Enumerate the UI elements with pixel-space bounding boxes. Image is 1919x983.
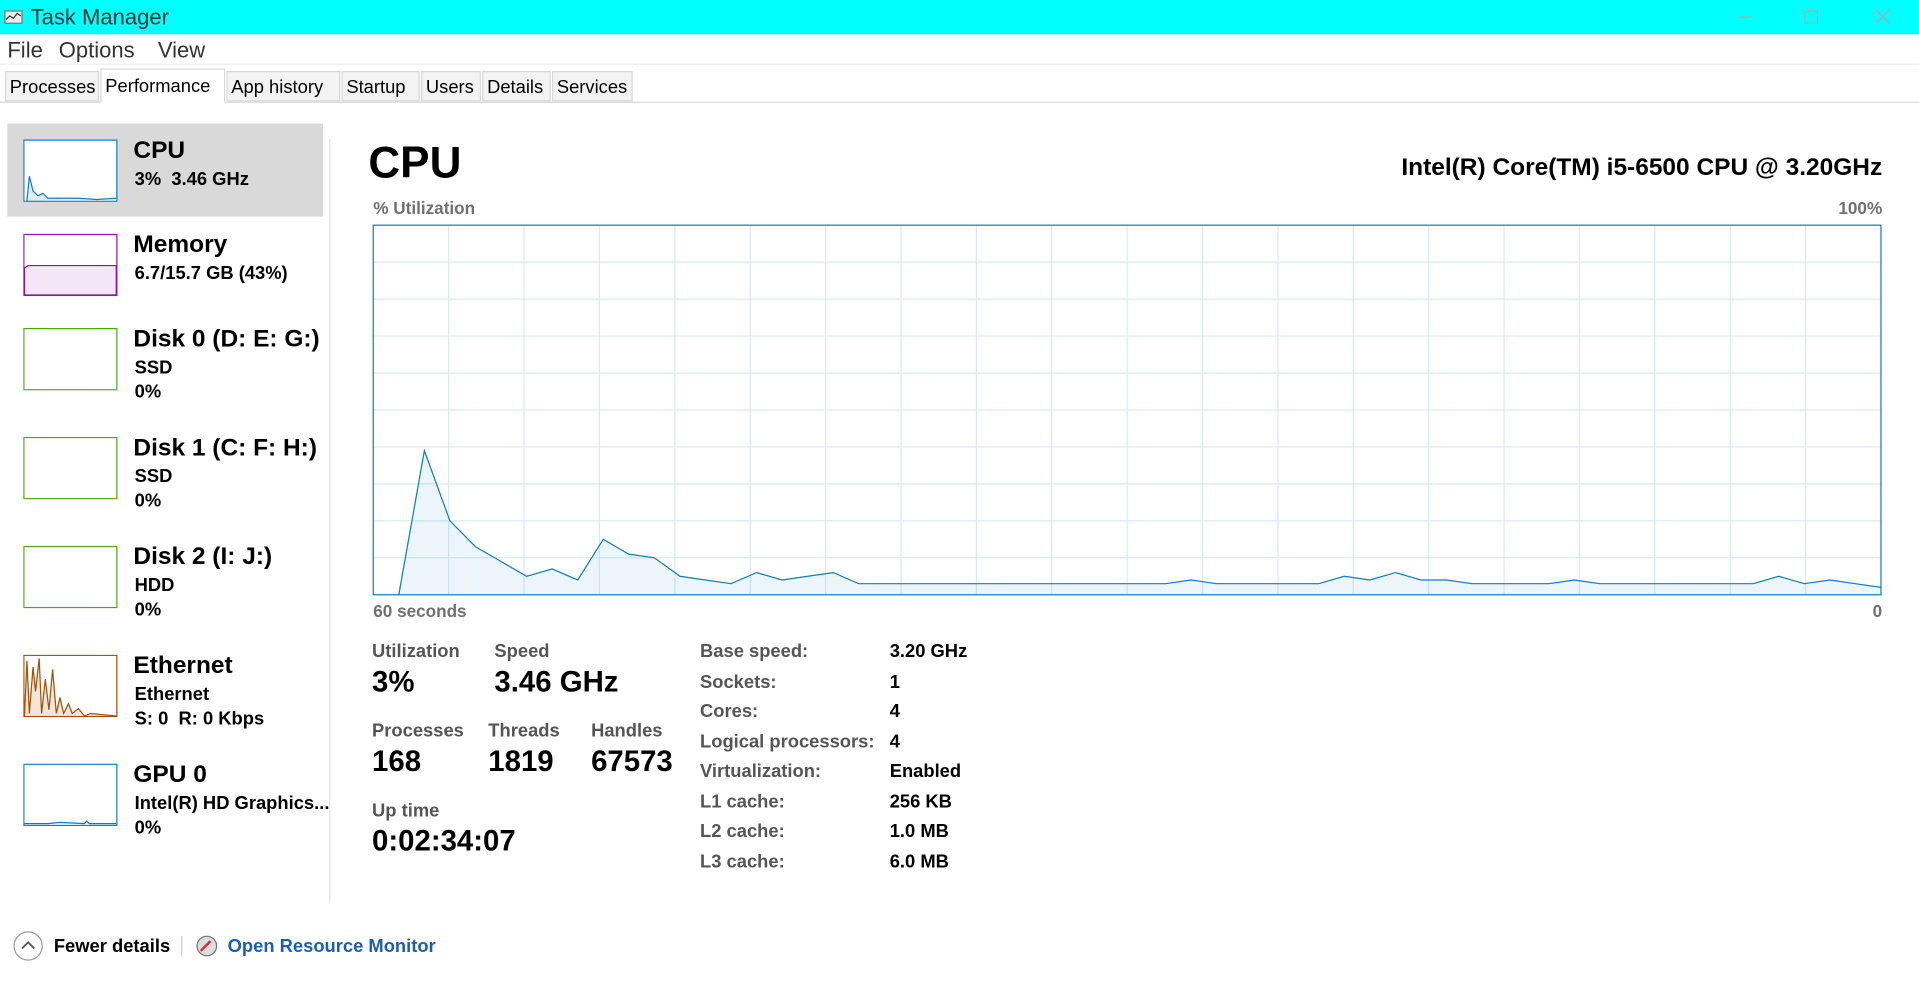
thumbnail-frame [23, 436, 118, 500]
detail-label: Cores: [700, 701, 759, 723]
thumbnail[interactable] [23, 436, 118, 500]
stat-value: 3.46 GHz [494, 665, 619, 699]
sidebar-item-name[interactable]: Disk 0 (D: E: G:) [133, 325, 320, 353]
stat-value: 168 [372, 745, 422, 779]
detail-value: 256 KB [889, 791, 952, 812]
window-title: Task Manager [30, 4, 169, 30]
thumbnail[interactable] [23, 233, 118, 297]
sidebar-item-detail: HDD [134, 575, 175, 596]
stat-value: 3% [372, 665, 415, 699]
sidebar-item-name[interactable]: GPU 0 [133, 761, 207, 789]
sidebar-item-detail: 3% 3.46 GHz [134, 168, 249, 190]
thumbnail-frame [23, 327, 118, 391]
thumbnail-frame [23, 139, 118, 202]
sidebar-item-name[interactable]: Ethernet [133, 652, 233, 680]
thumbnail-trace [23, 658, 117, 717]
sidebar-item-detail: SSD [134, 466, 173, 488]
footer-separator [181, 936, 183, 956]
graph-border [372, 224, 1882, 596]
thumbnail[interactable] [23, 763, 118, 827]
menu-item[interactable]: View [157, 37, 206, 63]
sidebar-item-detail: 6.7/15.7 GB (43%) [134, 263, 288, 284]
thumbnail-frame [23, 545, 118, 609]
detail-label: Base speed: [700, 641, 809, 663]
sidebar-divider [329, 138, 331, 904]
tab-separator [0, 101, 1919, 103]
detail-value: 4 [889, 731, 900, 753]
window-controls[interactable] [1726, 5, 1897, 29]
main-heading: CPU [368, 137, 462, 188]
sidebar-item-detail: Intel(R) HD Graphics... [134, 793, 330, 814]
detail-label: L3 cache: [700, 851, 785, 872]
x-end-label: 0 [1872, 600, 1883, 621]
tab[interactable]: Performance [100, 68, 226, 103]
thumbnail-trace [24, 820, 117, 825]
open-resource-monitor[interactable]: Open Resource Monitor [227, 936, 436, 958]
sidebar-item-detail: 0% [134, 381, 162, 403]
utilization-line [398, 448, 1882, 595]
app-icon [4, 10, 23, 24]
sidebar-item-detail: 0% [134, 599, 162, 621]
x-start-label: 60 seconds [373, 600, 467, 621]
thumbnail[interactable] [23, 654, 118, 718]
sidebar-item-name[interactable]: Memory [133, 231, 228, 259]
sidebar-item-detail: S: 0 R: 0 Kbps [134, 708, 265, 730]
sidebar-item-name[interactable]: CPU [133, 137, 186, 164]
sidebar-item-detail: SSD [134, 357, 173, 379]
detail-value: 1 [889, 671, 900, 693]
tab[interactable]: Services [551, 70, 633, 102]
thumbnail-frame [23, 763, 118, 827]
tab[interactable]: Startup [341, 70, 420, 102]
menu-separator [0, 63, 1919, 65]
stat-label: Threads [488, 720, 560, 742]
detail-value: 4 [889, 701, 900, 723]
thumbnail-trace [26, 176, 117, 201]
tab[interactable]: Users [420, 70, 481, 102]
detail-label: L2 cache: [700, 821, 785, 842]
detail-value: 3.20 GHz [889, 641, 968, 663]
sidebar-item-name[interactable]: Disk 2 (I: J:) [133, 543, 273, 571]
y-max-label: 100% [1838, 198, 1883, 218]
stat-value: 0:02:34:07 [372, 824, 516, 858]
sidebar-item-detail: 0% [134, 817, 162, 839]
thumbnail-trace [23, 264, 117, 296]
detail-value: 6.0 MB [889, 851, 949, 872]
cpu-graph [372, 224, 1882, 596]
detail-label: Logical processors: [700, 731, 875, 753]
sidebar-item-detail: 0% [134, 490, 162, 512]
menu-item[interactable]: File [7, 37, 43, 63]
stat-label: Processes [372, 720, 464, 742]
detail-label: Sockets: [700, 671, 777, 693]
stat-value: 67573 [591, 745, 673, 779]
detail-value: Enabled [889, 761, 962, 783]
tab[interactable]: Details [482, 70, 551, 102]
fewer-details-icon[interactable] [12, 930, 44, 962]
detail-label: Virtualization: [700, 761, 822, 783]
processor-name: Intel(R) Core(TM) i5-6500 CPU @ 3.20GHz [1401, 154, 1883, 182]
stat-label: Speed [494, 641, 550, 663]
thumbnail[interactable] [23, 545, 118, 609]
detail-label: L1 cache: [700, 791, 785, 812]
utilization-area [398, 450, 1881, 595]
sidebar-item-detail: Ethernet [134, 684, 210, 705]
thumbnail[interactable] [23, 327, 118, 391]
y-axis-label: % Utilization [373, 198, 476, 218]
sidebar-item-name[interactable]: Disk 1 (C: F: H:) [133, 434, 317, 462]
stat-value: 1819 [488, 745, 554, 779]
tab[interactable]: Processes [4, 70, 100, 102]
menu-item[interactable]: Options [58, 37, 135, 63]
title-bar [0, 0, 1919, 35]
detail-value: 1.0 MB [889, 821, 949, 842]
tab[interactable]: App history [226, 70, 341, 102]
thumbnail[interactable] [23, 139, 118, 202]
stat-label: Utilization [372, 641, 460, 663]
stat-label: Up time [372, 800, 440, 822]
fewer-details[interactable]: Fewer details [53, 936, 171, 958]
stat-label: Handles [591, 720, 663, 742]
resource-monitor-icon[interactable] [195, 934, 219, 958]
